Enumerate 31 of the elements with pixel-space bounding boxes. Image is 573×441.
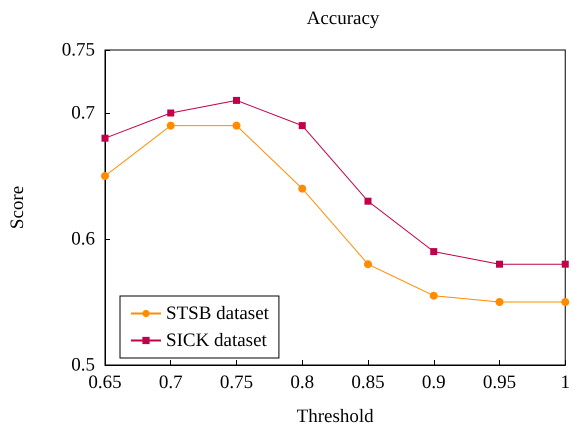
x-tick-label: 0.85 xyxy=(351,372,385,393)
y-tick-label: 0.75 xyxy=(62,40,95,60)
point xyxy=(496,260,503,268)
y-axis-title: Score xyxy=(7,186,28,230)
point xyxy=(167,110,174,116)
legend-label: SICK dataset xyxy=(166,330,268,351)
x-tick-label: 0.9 xyxy=(422,372,446,393)
point xyxy=(430,248,438,256)
point xyxy=(364,260,372,268)
point xyxy=(102,134,108,142)
x-tick-label: 0.8 xyxy=(290,372,314,393)
point xyxy=(233,96,240,104)
point xyxy=(298,122,306,130)
x-tick-label: 1 xyxy=(560,372,570,393)
y-tick-label: 0.6 xyxy=(71,228,95,250)
x-axis-title: Threshold xyxy=(296,406,374,427)
point xyxy=(430,292,438,300)
x-tick-label: 0.75 xyxy=(220,372,254,393)
x-tick-label: 0.7 xyxy=(158,372,183,393)
legend-label: STSB dataset xyxy=(166,303,270,324)
chart-title: Accuracy xyxy=(306,8,380,29)
y-tick-label: 0.7 xyxy=(71,102,95,124)
point xyxy=(562,260,569,268)
point xyxy=(364,198,372,205)
point xyxy=(232,122,240,130)
point xyxy=(496,298,504,306)
point xyxy=(298,184,306,193)
point xyxy=(166,122,175,130)
x-tick-label: 0.95 xyxy=(482,372,516,393)
point xyxy=(561,298,570,306)
point xyxy=(101,172,109,180)
